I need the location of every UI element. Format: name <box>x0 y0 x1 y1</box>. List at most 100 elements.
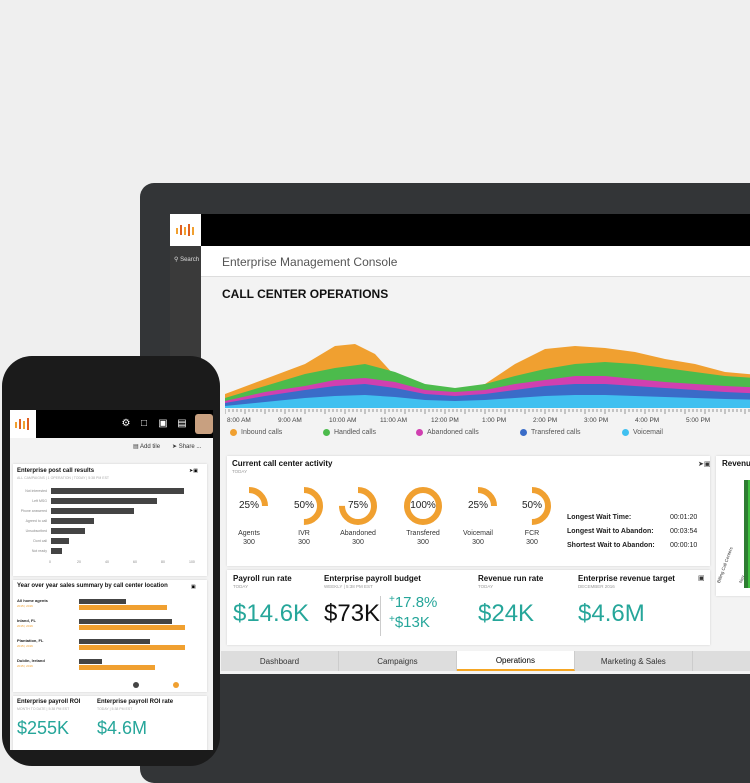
revenue-axis-label: Billing Call Centers <box>716 546 734 584</box>
legend-item: Handled calls <box>323 429 376 436</box>
revenue-bar <box>748 480 750 588</box>
bar-2016 <box>79 625 185 630</box>
chat-icon[interactable]: □ <box>140 418 148 429</box>
legend-dot-2015 <box>133 682 139 688</box>
bar-2016 <box>79 665 156 670</box>
console-title: Enterprise Management Console <box>222 255 398 269</box>
settings-icon[interactable]: ⚙ <box>121 418 131 429</box>
group-label: Plantation, FL <box>17 638 44 643</box>
logo-icon <box>175 224 194 236</box>
time-label: 1:00 PM <box>482 417 506 424</box>
roi-card: Enterprise payroll ROI MONTH TO DATE | 5… <box>13 696 207 750</box>
export-icon[interactable]: ➤▣ <box>698 461 711 468</box>
export-icon[interactable]: ➤▣ <box>189 468 198 474</box>
group-sublabel: 2015 | 2016 <box>17 664 33 668</box>
tab-more[interactable] <box>693 651 750 671</box>
group-sublabel: 2015 | 2016 <box>17 644 33 648</box>
gauge-fill <box>404 487 442 525</box>
group-label: All home agents <box>17 598 48 603</box>
legend-item: Transfered calls <box>520 429 581 436</box>
tick-label: 80 <box>161 560 165 564</box>
tab-dashboard[interactable]: Dashboard <box>221 651 339 671</box>
bar <box>51 498 158 504</box>
add-tile-button[interactable]: ▤ Add tile <box>133 443 160 450</box>
share-icon: ➤ <box>172 444 178 450</box>
gauge-value: 300 <box>352 539 364 546</box>
gauge-ring <box>230 487 268 525</box>
legend-label: Voicemail <box>633 429 663 436</box>
bar-2015 <box>79 659 103 664</box>
bar-2015 <box>79 599 126 604</box>
monitor-icon[interactable]: ▣ <box>158 418 168 429</box>
export-icon[interactable]: ▣ <box>191 584 196 590</box>
gauge-value: 300 <box>472 539 484 546</box>
avatar[interactable] <box>195 414 213 434</box>
tab-bar: Dashboard Campaigns Operations Marketing… <box>221 651 750 671</box>
up-arrow-icon: + <box>389 614 395 625</box>
tab-campaigns[interactable]: Campaigns <box>339 651 457 671</box>
logo-icon <box>15 418 29 430</box>
kpi-value: $14.6K <box>233 600 310 627</box>
gauge: 25% Voicemail 300 <box>458 486 498 561</box>
card-subtitle: TODAY <box>232 469 248 474</box>
phone-top-bar <box>10 410 213 438</box>
gauge-value: 300 <box>417 539 429 546</box>
kpi-delta: +$13K <box>389 614 430 631</box>
tick-label: 20 <box>77 560 81 564</box>
legend-dot-icon <box>416 429 423 436</box>
group-label: Dublin, Ireland <box>17 658 45 663</box>
kpi-title: Enterprise payroll budget <box>324 574 421 583</box>
call-volume-chart: 8:00 AM 9:00 AM 10:00 AM 11:00 AM 12:00 PM 1:… <box>225 344 750 424</box>
time-label: 11:00 AM <box>380 417 407 424</box>
app-logo[interactable] <box>170 214 201 246</box>
console-header: Enterprise Management Console <box>201 246 750 277</box>
gauge-percent: 100% <box>410 500 436 511</box>
bar-label: Not interested <box>25 489 47 493</box>
share-button[interactable]: ➤ Share ... <box>172 443 201 450</box>
legend-label: Inbound calls <box>241 429 283 436</box>
bar-label: Left MSG <box>32 499 47 503</box>
tick-label: 60 <box>133 560 137 564</box>
bar-2015 <box>79 639 151 644</box>
legend-dot-icon <box>622 429 629 436</box>
roi-value: $255K <box>17 718 70 738</box>
phone-screen: ⚙ □ ▣ ▤ ▤ Add tile ➤ Share ... Enterpris… <box>10 410 213 750</box>
add-tile-label: Add tile <box>140 444 161 450</box>
tick-label: 0 <box>49 560 51 564</box>
gauge-percent: 50% <box>293 500 314 511</box>
revenue-card: Revenu Billing Call Centers Nov <box>716 456 750 596</box>
kpi-subtitle: DECEMBER 2016 <box>578 584 615 589</box>
gauge-label: Agents <box>238 530 260 537</box>
phone-app-logo[interactable] <box>10 410 36 438</box>
legend-dot-icon <box>323 429 330 436</box>
gauge-value: 300 <box>243 539 255 546</box>
tab-operations[interactable]: Operations <box>456 651 575 671</box>
tab-marketing-sales[interactable]: Marketing & Sales <box>575 651 693 671</box>
gauge-fill <box>285 487 323 525</box>
bar <box>51 528 85 534</box>
export-icon[interactable]: ▣ <box>698 575 705 582</box>
gauge: 25% Agents 300 <box>229 486 269 561</box>
legend-item: Abandoned calls <box>416 429 479 436</box>
time-label: 4:00 PM <box>635 417 659 424</box>
gauge-label: Voicemail <box>463 530 493 537</box>
kpi-value: $24K <box>478 600 535 627</box>
card-subtitle: TODAY | 5:38 PM EST <box>97 707 133 711</box>
bar-label: Phone answered <box>20 509 47 513</box>
yoy-sales-card: Year over year sales summary by call cen… <box>13 580 207 692</box>
gauge-ring <box>404 487 442 525</box>
inbox-icon[interactable]: ▤ <box>177 418 187 429</box>
time-label: 10:00 AM <box>329 417 356 424</box>
kpi-delta: +17.8% <box>389 594 437 611</box>
bar-2015 <box>79 619 173 624</box>
bar <box>51 508 134 514</box>
area-series-5 <box>225 395 750 408</box>
gauge-label: FCR <box>524 530 540 537</box>
wait-label: Shortest Wait to Abandon: <box>567 542 655 549</box>
gauge: 50% IVR 300 <box>284 486 324 561</box>
search-button[interactable]: ⚲ Search <box>174 256 199 263</box>
kpi-delta-percent: 17.8% <box>394 594 438 611</box>
call-activity-card: Current call center activity TODAY 25% Ag… <box>227 456 710 566</box>
top-bar <box>201 214 750 246</box>
card-title: Year over year sales summary by call cen… <box>17 583 168 589</box>
